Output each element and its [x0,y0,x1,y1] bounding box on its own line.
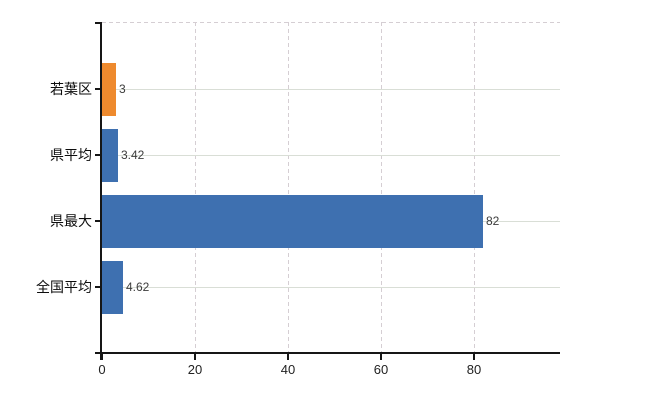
vertical-gridline [195,22,196,352]
x-axis-tick-label: 20 [187,362,203,377]
y-axis-tick [95,154,102,156]
x-axis-tick [380,354,382,360]
bar-value-label: 3 [119,82,126,96]
y-axis-tick [95,286,102,288]
category-label: 県最大 [50,213,92,229]
category-label: 全国平均 [36,279,92,295]
bar [102,260,123,314]
x-axis-tick-label: 60 [373,362,389,377]
bar [102,128,118,182]
vertical-gridline [381,22,382,352]
x-axis-line [95,352,560,354]
bar-value-label: 4.62 [126,280,150,294]
vertical-gridline [288,22,289,352]
x-axis-tick [194,354,196,360]
bar-value-label: 3.42 [121,148,145,162]
horizontal-gridline [102,89,560,90]
plot-top-border [102,22,560,23]
x-axis-tick-label: 40 [280,362,296,377]
category-label: 県平均 [50,147,92,163]
bar [102,194,483,248]
bar-value-label: 82 [486,214,500,228]
x-axis-tick [473,354,475,360]
y-axis-tick [95,88,102,90]
horizontal-gridline [102,155,560,156]
x-axis-tick [101,354,103,360]
y-axis-tick [95,220,102,222]
vertical-gridline [474,22,475,352]
bar [102,62,116,116]
x-axis-tick-label: 0 [98,362,106,377]
y-axis-line [100,22,102,360]
horizontal-gridline [102,287,560,288]
category-label: 若葉区 [50,81,92,97]
x-axis-tick [287,354,289,360]
y-axis-tick [95,22,102,24]
x-axis-tick-label: 80 [466,362,482,377]
